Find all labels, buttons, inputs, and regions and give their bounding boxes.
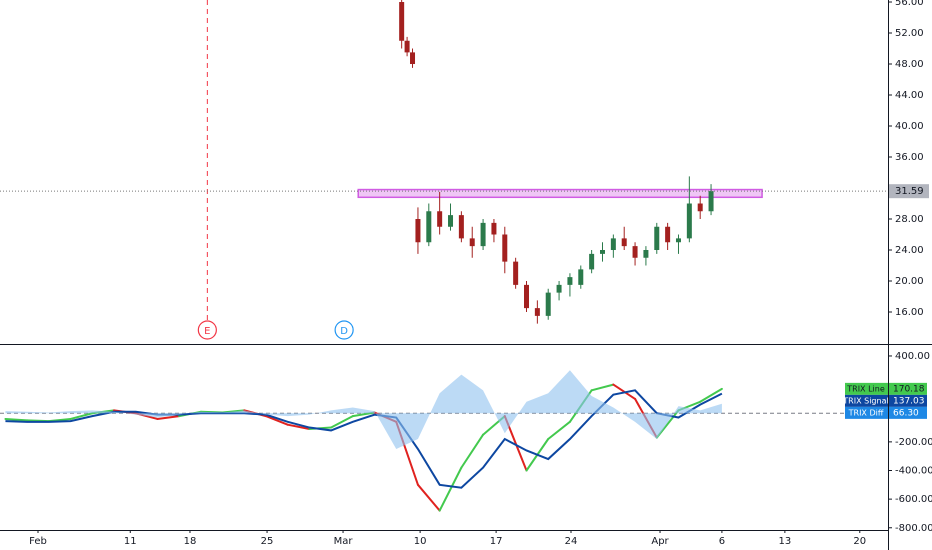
trix-line-segment	[460, 433, 485, 469]
candle-body	[545, 292, 551, 316]
y-tick-label: 24.00	[895, 245, 924, 256]
x-tick-label: 10	[414, 536, 427, 547]
y-tick-label: 44.00	[895, 90, 924, 101]
candle-body	[697, 203, 703, 212]
resistance-zone	[357, 188, 763, 199]
y-tick-label: 52.00	[895, 28, 924, 39]
trix-line-segment	[264, 415, 289, 426]
x-tick-label: Feb	[29, 536, 47, 547]
candle-body	[556, 284, 562, 293]
y-tick-label: 16.00	[895, 307, 924, 318]
y-tick-label: 20.00	[895, 276, 924, 287]
candle-body	[643, 250, 649, 258]
candle-body	[426, 211, 432, 243]
x-tick-label: Apr	[651, 536, 669, 547]
x-tick-label: 25	[261, 536, 274, 547]
candle-body	[686, 203, 692, 239]
trix-line-segment	[69, 412, 94, 420]
trix-line-segment	[286, 423, 311, 430]
candle-body	[399, 2, 405, 41]
x-tick-label: 17	[490, 536, 503, 547]
candle-body	[524, 284, 530, 309]
y-tick-label: 36.00	[895, 152, 924, 163]
candle-body	[415, 219, 421, 243]
x-tick-label: 6	[719, 536, 725, 547]
x-tick-label: 11	[124, 536, 137, 547]
trix-line-segment	[699, 387, 723, 403]
y-tick-label: -800.00	[895, 523, 932, 534]
candle-body	[599, 250, 605, 254]
candle-body	[675, 238, 681, 243]
candle-body	[480, 222, 486, 247]
candle-body	[708, 191, 714, 212]
trix-line-segment	[156, 415, 181, 420]
price-label-box	[889, 184, 929, 199]
candle-body	[502, 234, 508, 262]
price-label: 31.59	[895, 186, 924, 197]
candle-body	[578, 269, 584, 285]
candle-body	[469, 238, 475, 247]
y-tick-label: 40.00	[895, 121, 924, 132]
trix-line-segment	[4, 417, 29, 422]
event-marker	[334, 320, 354, 340]
x-tick-label: 24	[565, 536, 578, 547]
y-tick-label: 56.00	[895, 0, 924, 8]
candle-body	[610, 238, 616, 251]
candle-body	[534, 308, 540, 316]
event-label: E	[204, 326, 210, 337]
trix-line-segment	[438, 466, 463, 512]
event-marker	[197, 320, 217, 340]
legend-name: TRIX Line	[846, 384, 885, 393]
x-tick-label: Mar	[334, 536, 354, 547]
trix-line-segment	[547, 420, 571, 441]
candle-body	[654, 226, 660, 251]
trix-line-segment	[590, 383, 615, 392]
legend-name-box	[845, 394, 888, 407]
legend-name-box	[845, 382, 888, 395]
x-tick-label: 18	[184, 536, 197, 547]
legend-value-box	[889, 382, 927, 395]
candle-body	[437, 211, 443, 227]
legend-name-box	[845, 406, 888, 419]
candle-body	[567, 277, 573, 285]
trix-line-segment	[416, 483, 441, 512]
candle-body	[632, 246, 638, 258]
x-tick-label: 13	[779, 536, 792, 547]
candle-body	[410, 52, 416, 65]
candle-body	[404, 40, 410, 53]
legend-value: 170.18	[893, 384, 925, 394]
diff-area	[5, 370, 722, 450]
legend-name: TRIX Signal	[842, 396, 888, 405]
y-tick-label: -200.00	[895, 437, 932, 448]
candle-body	[621, 238, 627, 247]
event-label: D	[340, 326, 348, 337]
candle-body	[513, 261, 519, 285]
trix-line-segment	[330, 415, 354, 429]
y-tick-label: 28.00	[895, 214, 924, 225]
y-tick-label: -400.00	[895, 465, 932, 476]
candle-body	[491, 222, 497, 235]
legend-value: 66.30	[893, 408, 919, 418]
y-tick-label: 400.00	[895, 351, 930, 362]
legend-value-box	[889, 394, 927, 407]
y-tick-label: -600.00	[895, 494, 932, 505]
candle-body	[665, 226, 671, 243]
y-tick-label: 48.00	[895, 59, 924, 70]
candle-body	[458, 215, 464, 239]
x-tick-label: 20	[853, 536, 866, 547]
legend-value: 137.03	[893, 396, 925, 406]
legend-value-box	[889, 406, 927, 419]
candle-body	[589, 253, 595, 270]
candle-body	[448, 215, 454, 227]
legend-name: TRIX Diff	[848, 408, 884, 417]
